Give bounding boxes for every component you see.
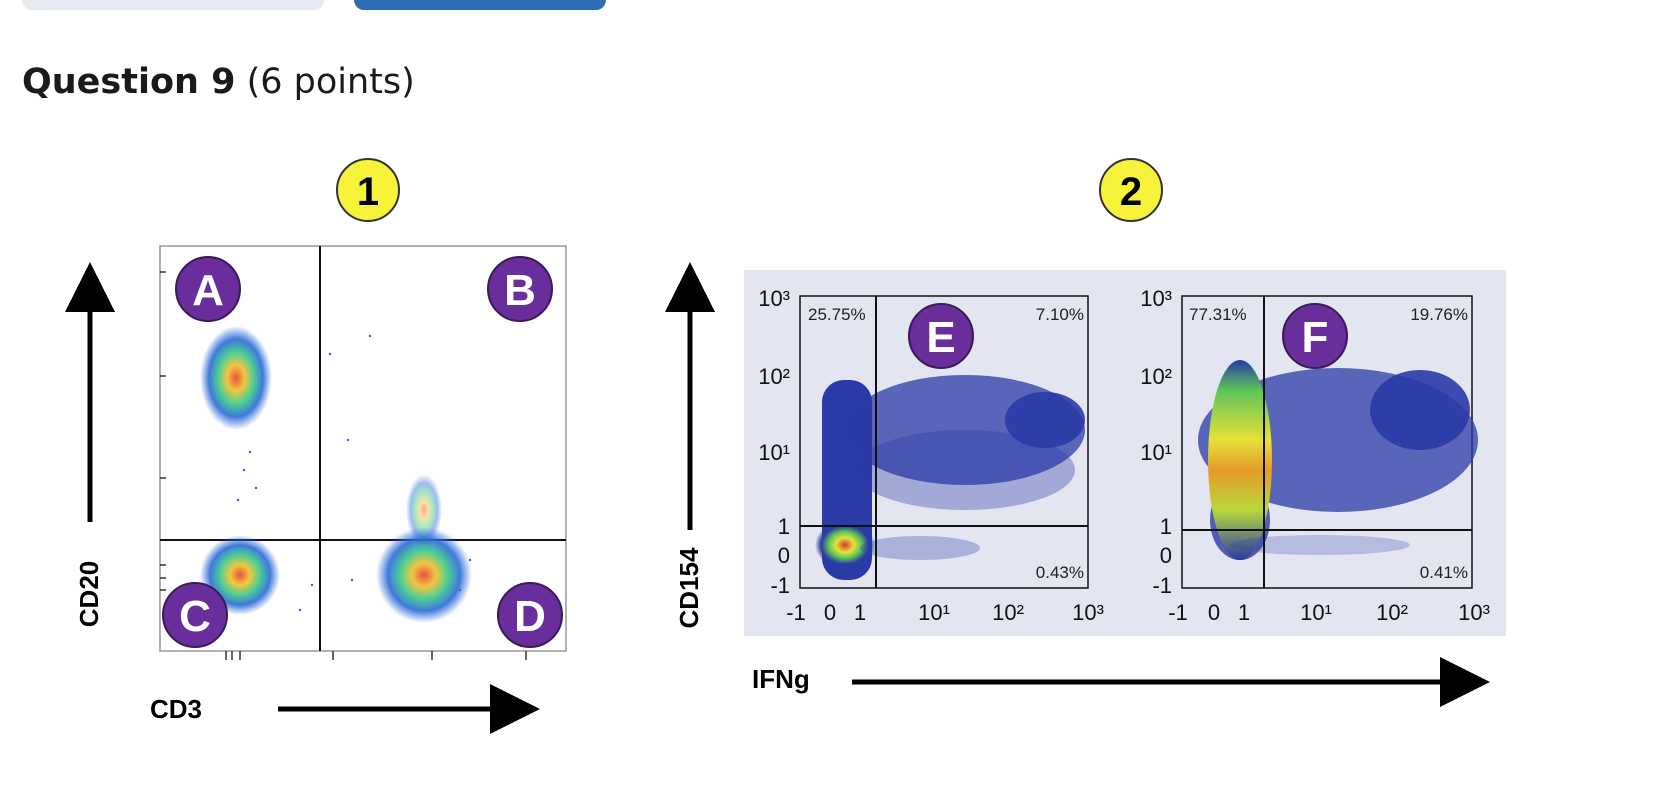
quadrant-badge-c: C (162, 582, 228, 648)
plot-e-top-left-percent: 25.75% (808, 305, 866, 324)
panel-1: 1 (65, 158, 567, 734)
panel-2-badge-label: 2 (1120, 170, 1142, 214)
plot-e-x-tick: 10¹ (918, 600, 950, 625)
quadrant-badge-a: A (175, 256, 241, 322)
panel-1-populations (200, 326, 472, 623)
panel-2-badge: 2 (1099, 158, 1163, 222)
panel-2-x-label: IFNg (752, 664, 810, 694)
quadrant-badge-b: B (487, 256, 553, 322)
plot-e-x-ticks: -1 0 1 10¹ 10² 10³ (786, 600, 1104, 625)
plot-f-density (1198, 360, 1478, 560)
plot-f-top-left-percent: 77.31% (1189, 305, 1247, 324)
panel-2: 2 25.75% 7.10% 0.43% E (665, 158, 1506, 707)
plot-f-letter: F (1302, 313, 1329, 362)
panel-1-y-label: CD20 (74, 561, 104, 627)
previous-button[interactable] (22, 0, 324, 10)
panel-1-tick-marks (160, 271, 527, 660)
plot-e-y-tick: 1 (778, 514, 790, 539)
plot-f-letter-badge: F (1282, 303, 1348, 369)
panel-1-x-label: CD3 (150, 694, 202, 724)
plot-e-x-tick: 10³ (1072, 600, 1104, 625)
plot-f-y-tick: -1 (1152, 573, 1172, 598)
plot-e-y-tick: 0 (778, 543, 790, 568)
question-title: Question 9 (6 points) (22, 62, 415, 102)
plot-f: 77.31% 19.76% 0.41% F 10³ 10² 10¹ 1 0 -1… (1140, 286, 1490, 625)
plot-e-x-tick: -1 (786, 600, 806, 625)
plot-e-top-right-percent: 7.10% (1036, 305, 1084, 324)
plot-f-y-tick: 0 (1160, 543, 1172, 568)
plot-e: 25.75% 7.10% 0.43% E 10³ 10² 10¹ 1 0 -1 … (758, 286, 1104, 625)
plot-e-letter: E (926, 313, 955, 362)
plot-f-y-tick: 1 (1160, 514, 1172, 539)
plot-f-x-tick: 0 (1208, 600, 1220, 625)
plot-e-x-tick: 0 (824, 600, 836, 625)
plot-f-x-ticks: -1 0 1 10¹ 10² 10³ (1168, 600, 1490, 625)
plot-f-bottom-right-percent: 0.41% (1420, 563, 1468, 582)
question-number: Question 9 (22, 62, 236, 102)
plot-e-y-ticks: 10³ 10² 10¹ 1 0 -1 (758, 286, 790, 598)
plot-e-bottom-right-percent: 0.43% (1036, 563, 1084, 582)
plot-e-letter-badge: E (908, 303, 974, 369)
plot-f-y-tick: 10² (1140, 364, 1172, 389)
plot-e-density (815, 375, 1085, 580)
plot-f-top-right-percent: 19.76% (1410, 305, 1468, 324)
plot-e-y-tick: 10³ (758, 286, 790, 311)
plot-e-x-tick: 10² (992, 600, 1024, 625)
quadrant-badge-d: D (497, 582, 563, 648)
quadrant-label-c: C (179, 592, 211, 641)
plot-e-x-tick: 1 (854, 600, 866, 625)
next-button[interactable] (354, 0, 606, 10)
plot-f-y-tick: 10¹ (1140, 440, 1172, 465)
panel-2-y-label: CD154 (674, 547, 704, 628)
plot-f-x-tick: 10¹ (1300, 600, 1332, 625)
plot-e-y-tick: -1 (770, 573, 790, 598)
plot-e-y-tick: 10¹ (758, 440, 790, 465)
plot-f-y-ticks: 10³ 10² 10¹ 1 0 -1 (1140, 286, 1172, 598)
plot-f-x-tick: 1 (1238, 600, 1250, 625)
panel-1-badge: 1 (336, 158, 400, 222)
quadrant-label-b: B (504, 266, 536, 315)
plot-f-x-tick: 10² (1376, 600, 1408, 625)
plot-f-x-tick: -1 (1168, 600, 1188, 625)
plot-e-y-tick: 10² (758, 364, 790, 389)
quadrant-label-a: A (192, 266, 224, 315)
plot-f-x-tick: 10³ (1458, 600, 1490, 625)
panel-1-badge-label: 1 (357, 170, 379, 214)
question-points: (6 points) (246, 62, 415, 102)
plot-f-y-tick: 10³ (1140, 286, 1172, 311)
quadrant-label-d: D (514, 592, 546, 641)
